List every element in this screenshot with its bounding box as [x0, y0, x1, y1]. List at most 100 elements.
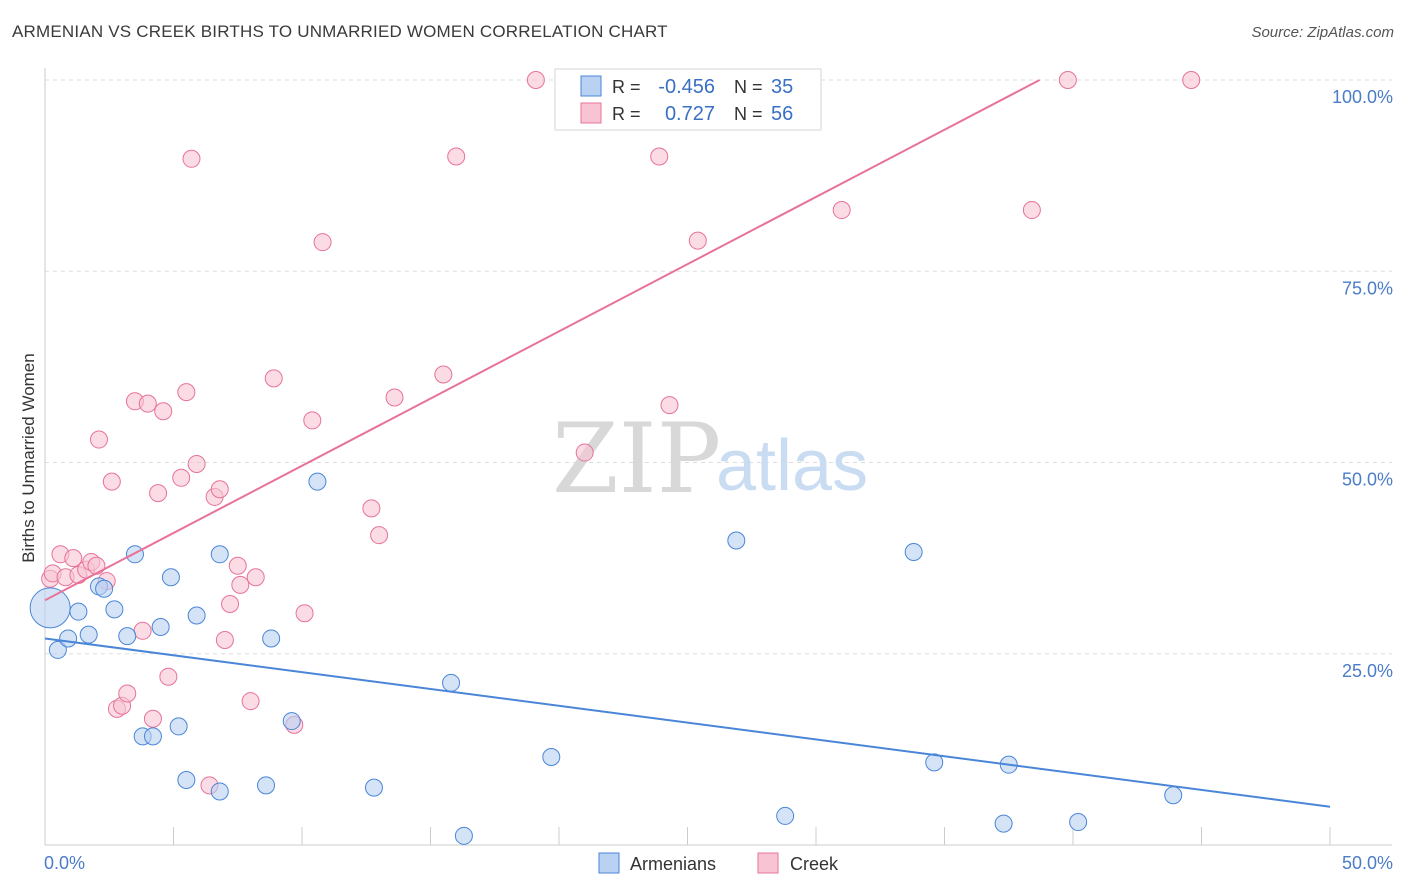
- creek-point-44: [447, 147, 466, 166]
- armenians-n-value: 35: [771, 76, 793, 98]
- creek-swatch: [580, 102, 602, 124]
- creek-point-18: [143, 709, 162, 728]
- armenians-point-22: [308, 472, 327, 491]
- creek-point-30: [221, 595, 240, 614]
- y-tick-label-0: 25.0%: [1342, 661, 1393, 681]
- armenians-point-30: [925, 753, 944, 772]
- creek-point-51: [1022, 201, 1041, 220]
- creek-point-52: [1058, 71, 1077, 89]
- creek-points: [41, 71, 1201, 795]
- legend-armenians-label: Armenians: [630, 854, 716, 874]
- creek-point-17: [138, 394, 157, 413]
- creek-point-22: [172, 468, 191, 487]
- armenians-point-25: [454, 826, 473, 845]
- armenians-point-33: [1069, 813, 1088, 832]
- armenians-point-24: [442, 673, 461, 692]
- trend-lines: [44, 79, 1331, 808]
- creek-point-42: [385, 388, 404, 407]
- armenians-point-12: [151, 617, 170, 636]
- armenians-swatch: [580, 75, 602, 97]
- armenians-n-label: N =: [734, 77, 763, 97]
- creek-point-50: [832, 201, 851, 220]
- watermark-zip: ZIP: [552, 403, 721, 515]
- creek-point-9: [89, 430, 108, 449]
- creek-point-33: [241, 692, 260, 711]
- legend-creek-label: Creek: [790, 854, 839, 874]
- creek-point-11: [102, 472, 121, 491]
- creek-point-47: [650, 147, 669, 166]
- creek-point-40: [362, 499, 381, 518]
- gridlines: [45, 79, 1392, 655]
- creek-point-37: [295, 604, 314, 623]
- armenians-point-4: [79, 625, 98, 644]
- creek-point-8: [87, 556, 106, 575]
- creek-r-value: 0.727: [665, 103, 715, 125]
- creek-point-32: [231, 575, 250, 594]
- armenians-point-2: [59, 629, 78, 648]
- armenians-point-21: [282, 712, 301, 731]
- armenians-point-16: [187, 606, 206, 625]
- armenians-point-15: [177, 770, 196, 789]
- armenians-point-29: [904, 543, 923, 562]
- creek-point-4: [64, 549, 83, 568]
- source-label: Source: ZipAtlas.com: [1251, 24, 1394, 41]
- watermark-atlas: atlas: [716, 426, 868, 506]
- armenians-point-20: [262, 629, 281, 648]
- axes: [44, 68, 1392, 846]
- creek-point-46: [575, 443, 594, 462]
- armenians-point-3: [69, 602, 88, 621]
- armenians-point-0: [29, 587, 71, 629]
- x-tick-label-1: 50.0%: [1342, 853, 1393, 873]
- creek-point-45: [526, 71, 545, 89]
- armenians-trend-line: [44, 637, 1331, 808]
- creek-point-39: [313, 233, 332, 252]
- chart-title: ARMENIAN VS CREEK BIRTHS TO UNMARRIED WO…: [12, 22, 668, 41]
- creek-point-20: [154, 402, 173, 421]
- creek-point-25: [187, 455, 206, 474]
- creek-n-label: N =: [734, 104, 763, 124]
- armenians-point-11: [143, 727, 162, 746]
- armenians-r-value: -0.456: [658, 76, 715, 98]
- armenians-point-1: [48, 640, 67, 659]
- y-axis-title: Births to Unmarried Women: [19, 353, 38, 562]
- armenians-point-34: [1164, 786, 1183, 805]
- creek-point-29: [215, 630, 234, 649]
- creek-point-31: [228, 556, 247, 575]
- armenians-point-18: [210, 545, 229, 564]
- armenians-point-7: [105, 600, 124, 619]
- creek-trend-line: [44, 79, 1041, 602]
- y-tick-labels: 25.0% 50.0% 75.0% 100.0%: [1332, 87, 1393, 681]
- legend-armenians-swatch: [598, 852, 620, 874]
- creek-point-53: [1182, 71, 1201, 89]
- creek-point-34: [246, 568, 265, 587]
- creek-point-23: [177, 383, 196, 402]
- creek-point-16: [133, 621, 152, 640]
- creek-point-38: [303, 411, 322, 430]
- y-tick-label-1: 50.0%: [1342, 470, 1393, 490]
- x-tick-labels: 0.0% 50.0%: [44, 853, 1393, 873]
- armenians-point-19: [257, 776, 276, 795]
- creek-point-48: [660, 396, 679, 415]
- creek-point-28: [210, 480, 229, 499]
- armenians-point-6: [95, 579, 114, 598]
- armenians-r-label: R =: [612, 77, 641, 97]
- creek-point-41: [370, 526, 389, 545]
- creek-point-24: [182, 149, 201, 168]
- armenians-point-31: [994, 814, 1013, 833]
- creek-n-value: 56: [771, 103, 793, 125]
- y-tick-label-2: 75.0%: [1342, 278, 1393, 298]
- armenians-point-26: [542, 748, 561, 767]
- creek-r-label: R =: [612, 104, 641, 124]
- watermark: ZIP atlas: [552, 403, 868, 515]
- creek-point-49: [688, 231, 707, 250]
- armenians-point-13: [161, 568, 180, 587]
- armenians-point-27: [727, 531, 746, 550]
- legend-creek-swatch: [757, 852, 779, 874]
- creek-point-43: [434, 365, 453, 384]
- y-tick-label-3: 100.0%: [1332, 87, 1393, 107]
- x-tick-label-0: 0.0%: [44, 853, 85, 873]
- armenians-point-8: [118, 627, 137, 646]
- series-legend: Armenians Creek: [598, 852, 839, 874]
- armenians-point-9: [125, 545, 144, 564]
